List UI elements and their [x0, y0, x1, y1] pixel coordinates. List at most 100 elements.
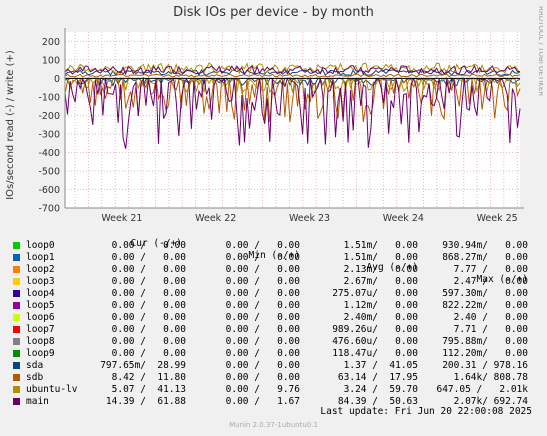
legend-row-sdb: sdb 8.42 / 11.80 0.00 / 0.00 63.14 / 17.95 1… — [0, 372, 547, 384]
legend-name: loop5 — [26, 300, 55, 311]
legend-name: loop0 — [26, 240, 55, 251]
legend-min: 0.00 / 0.00 — [225, 240, 300, 251]
legend-cur: 0.00 / 0.00 — [111, 312, 186, 323]
legend-min: 0.00 / 0.00 — [225, 348, 300, 359]
y-tick-label: -200 — [38, 111, 60, 122]
legend-name: loop3 — [26, 276, 55, 287]
legend-cur: 14.39 / 61.88 — [105, 396, 186, 407]
legend-min: 0.00 / 1.67 — [225, 396, 300, 407]
legend-row-loop1: loop1 0.00 / 0.00 0.00 / 0.00 1.51m/ 0.00 86… — [0, 252, 547, 264]
legend-row-ubuntu-lv: ubuntu-lv 5.07 / 41.13 0.00 / 9.76 3.24 / 5… — [0, 384, 547, 396]
legend-header-min: Min (-/+) — [248, 250, 300, 261]
legend-cur: 797.65m/ 28.99 — [100, 360, 186, 371]
legend-header-max: Max (-/+) — [476, 274, 528, 285]
legend-header: Cur (-/+) Min (-/+) Avg (-/+) Max (-/+) — [0, 226, 547, 285]
legend-swatch — [13, 386, 20, 393]
series-line-write-sdb — [64, 73, 521, 78]
legend-avg: 476.60u/ 0.00 — [332, 336, 418, 347]
series-line-read-ubuntu-lv — [65, 76, 521, 95]
y-tick-label: 0 — [54, 74, 60, 85]
legend-name: loop8 — [26, 336, 55, 347]
legend-swatch — [13, 302, 20, 309]
legend-name: loop9 — [26, 348, 55, 359]
legend-row-sda: sda 797.65m/ 28.99 0.00 / 0.00 1.37 / 41.05… — [0, 360, 547, 372]
legend-row-loop6: loop6 0.00 / 0.00 0.00 / 0.00 2.40m/ 0.00 2.… — [0, 312, 547, 324]
y-tick-label: -500 — [38, 166, 60, 177]
legend-avg: 63.14 / 17.95 — [337, 372, 418, 383]
legend-max: 112.20m/ 0.00 — [442, 348, 528, 359]
legend-avg: 118.47u/ 0.00 — [332, 348, 418, 359]
legend-row-loop4: loop4 0.00 / 0.00 0.00 / 0.00 275.07u/ 0.00… — [0, 288, 547, 300]
legend-avg: 1.51m/ 0.00 — [343, 252, 418, 263]
legend-avg: 1.37 / 41.05 — [343, 360, 418, 371]
legend-min: 0.00 / 0.00 — [225, 336, 300, 347]
legend-max: 7.71 / 0.00 — [453, 324, 528, 335]
legend-row-main: main 14.39 / 61.88 0.00 / 1.67 84.39 / 50.6… — [0, 396, 547, 408]
legend-max: 597.30m/ 0.00 — [442, 288, 528, 299]
legend-swatch — [13, 326, 20, 333]
x-tick-label: Week 22 — [195, 213, 236, 224]
legend-cur: 0.00 / 0.00 — [111, 324, 186, 335]
last-update: Last update: Fri Jun 20 22:00:08 2025 — [320, 406, 532, 417]
legend-name: loop4 — [26, 288, 55, 299]
legend-name: ubuntu-lv — [26, 384, 78, 395]
legend-max: 1.64k/ 808.78 — [453, 372, 528, 383]
legend-min: 0.00 / 0.00 — [225, 372, 300, 383]
legend-cur: 0.00 / 0.00 — [111, 252, 186, 263]
chart-title: Disk IOs per device - by month — [173, 5, 374, 20]
legend-min: 0.00 / 0.00 — [225, 312, 300, 323]
legend-min: 0.00 / 0.00 — [225, 300, 300, 311]
legend-min: 0.00 / 0.00 — [225, 264, 300, 275]
legend-swatch — [13, 350, 20, 357]
legend-cur: 0.00 / 0.00 — [111, 336, 186, 347]
legend-cur: 0.00 / 0.00 — [111, 348, 186, 359]
legend-avg: 1.12m/ 0.00 — [343, 300, 418, 311]
legend-min: 0.00 / 0.00 — [225, 288, 300, 299]
legend-cur: 5.07 / 41.13 — [111, 384, 186, 395]
y-tick-label: 100 — [42, 55, 60, 66]
legend-min: 0.00 / 0.00 — [225, 276, 300, 287]
y-axis-label-text: IOs/second read (-) / write (+) — [5, 50, 16, 200]
legend-swatch — [13, 266, 20, 273]
legend-max: 930.94m/ 0.00 — [442, 240, 528, 251]
y-tick-label: -100 — [38, 92, 60, 103]
legend-row-loop3: loop3 0.00 / 0.00 0.00 / 0.00 2.67m/ 0.00 2.… — [0, 276, 547, 288]
legend-max: 2.07k/ 692.74 — [453, 396, 528, 407]
series-line-write-ubuntu-lv — [64, 62, 521, 75]
legend-row-loop8: loop8 0.00 / 0.00 0.00 / 0.00 476.60u/ 0.00… — [0, 336, 547, 348]
legend-name: loop1 — [26, 252, 55, 263]
legend-swatch — [13, 398, 20, 405]
y-tick-label: -400 — [38, 148, 60, 159]
legend-cur: 0.00 / 0.00 — [111, 276, 186, 287]
legend-min: 0.00 / 0.00 — [225, 324, 300, 335]
legend-row-loop9: loop9 0.00 / 0.00 0.00 / 0.00 118.47u/ 0.00… — [0, 348, 547, 360]
legend-max: 200.31 / 978.16 — [442, 360, 528, 371]
rrdtool-credit: RRDTOOL / TOBI OETIKER — [537, 6, 543, 96]
legend-max: 647.05 / 2.01k — [436, 384, 528, 395]
legend-swatch — [13, 362, 20, 369]
plot-background — [65, 32, 520, 208]
y-tick-label: -700 — [38, 204, 60, 215]
y-tick-label: -600 — [38, 185, 60, 196]
series-line-read-main — [64, 76, 521, 149]
legend-swatch — [13, 242, 20, 249]
x-tick-label: Week 24 — [383, 213, 424, 224]
legend-name: sdb — [26, 372, 44, 383]
legend-header-avg: Avg (-/+) — [366, 262, 418, 273]
legend-name: loop6 — [26, 312, 55, 323]
legend-avg: 989.26u/ 0.00 — [332, 324, 418, 335]
y-tick-label: -300 — [38, 129, 60, 140]
legend-name: loop2 — [26, 264, 55, 275]
legend-avg: 2.67m/ 0.00 — [343, 276, 418, 287]
series-line-write-main — [64, 64, 520, 76]
legend-name: main — [26, 396, 49, 407]
legend-cur: 0.00 / 0.00 — [111, 300, 186, 311]
legend-swatch — [13, 314, 20, 321]
legend-avg: 275.07u/ 0.00 — [332, 288, 418, 299]
plot-area: 200 100 0 -100 -200 -300 -400 -500 -600 -700 Week … — [38, 28, 524, 224]
legend-max: 2.40 / 0.00 — [453, 312, 528, 323]
legend-cur: 0.00 / 0.00 — [111, 288, 186, 299]
legend-header-cur: Cur (-/+) — [130, 238, 182, 249]
legend-name: loop7 — [26, 324, 55, 335]
legend-swatch — [13, 290, 20, 297]
